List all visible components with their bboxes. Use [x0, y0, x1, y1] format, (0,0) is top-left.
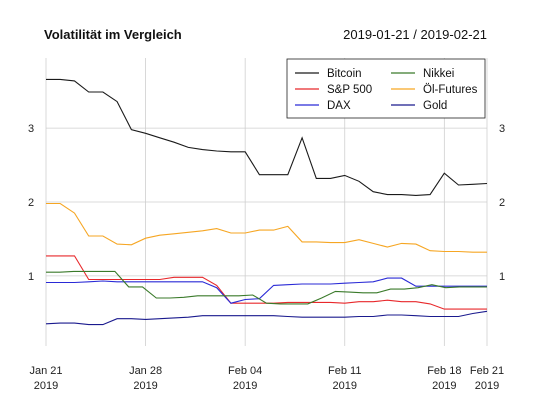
grid-lines: [45, 58, 488, 346]
y-tick-label-right: 1: [499, 271, 505, 283]
x-tick-label: Feb 04: [228, 365, 262, 377]
legend-label: Gold: [423, 100, 447, 112]
series-line-s-p-500: [46, 255, 487, 310]
series-line-nikkei: [46, 270, 487, 305]
x-tick-label: Feb 21: [470, 365, 504, 377]
legend-label: Öl-Futures: [423, 84, 478, 96]
chart-title: Volatilität im Vergleich: [44, 27, 182, 42]
series-line--l-futures: [46, 202, 487, 253]
x-tick-label: Feb 11: [328, 365, 361, 377]
legend-label: DAX: [327, 100, 351, 112]
y-tick-label-right: 2: [499, 197, 505, 209]
x-tick-label: Jan 28: [129, 365, 162, 377]
axis-labels: 1 1 2 2 3 3 Jan 21 2019 Jan 28 2019 Feb 04 2019 Feb …: [28, 123, 505, 392]
y-tick-label-left: 2: [28, 197, 34, 209]
x-tick-year: 2019: [34, 380, 58, 392]
y-tick-label-right: 3: [499, 123, 505, 135]
x-tick-year: 2019: [332, 380, 356, 392]
series-lines: [45, 78, 488, 326]
y-tick-label-left: 1: [28, 271, 34, 283]
x-tick-year: 2019: [432, 380, 456, 392]
date-range-label: 2019-01-21 / 2019-02-21: [343, 27, 487, 42]
series-line-bitcoin: [46, 78, 488, 196]
series-line-gold: [45, 310, 488, 326]
x-tick-year: 2019: [475, 380, 499, 392]
legend-label: Nikkei: [423, 68, 454, 80]
legend-label: Bitcoin: [327, 68, 362, 80]
series-line-dax: [46, 277, 487, 304]
x-tick-year: 2019: [233, 380, 257, 392]
x-tick-year: 2019: [133, 380, 157, 392]
x-tick-label: Feb 18: [427, 365, 461, 377]
x-tick-label: Jan 21: [29, 365, 62, 377]
legend-box: [286, 58, 486, 119]
legend: Bitcoin S&P 500 DAX Nikkei Öl-Futures Gold: [286, 58, 486, 119]
legend-label: S&P 500: [327, 84, 372, 96]
y-tick-label-left: 3: [28, 123, 34, 135]
